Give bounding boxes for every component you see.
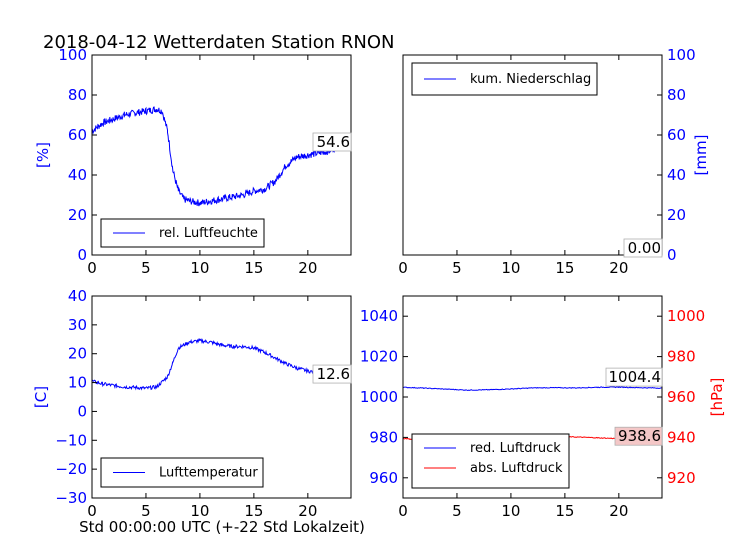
y-tick-label: 40 [68,166,87,184]
x-tick-label: 15 [244,259,263,277]
legend-label: abs. Luftdruck [470,461,563,476]
x-tick-label: 0 [398,502,408,520]
y-tick-label: 1000 [360,388,398,406]
figure-xlabel: Std 00:00:00 UTC (+-22 Std Lokalzeit) [79,518,365,536]
y-tick-label: 940 [667,428,696,446]
last-value-label: 0.00 [628,239,661,257]
x-tick-label: 10 [501,502,520,520]
last-value-label: 12.6 [317,365,350,383]
y-axis-label: [C] [32,386,50,408]
legend-label: kum. Niederschlag [470,72,591,87]
last-value-box [605,367,663,387]
series-line-humidity [91,106,352,207]
y-tick-label: 980 [369,428,398,446]
y-tick-label: 20 [68,345,87,363]
y-tick-label: 1000 [667,307,705,325]
x-tick-label: 20 [609,502,628,520]
y-axis-label: [%] [34,142,52,168]
last-value-label: 938.6 [618,427,661,445]
panel-precipitation: 0 5 10 15 20 0 20 40 60 80 100 [mm] 0.00 kum. Nieders… [398,46,710,277]
y-tick-label: 100 [58,46,87,64]
axes-frame [91,295,352,499]
panel-temperature: 0 5 10 15 20 −30 −20 −10 0 10 20 30 40 [C] 12.6 Lufttem… [32,287,352,520]
y-tick-label: 0 [77,402,87,420]
x-tick-label: 20 [298,502,317,520]
y-tick-label: 60 [667,126,686,144]
y-tick-label: 980 [667,348,696,366]
last-value-label: 1004.4 [609,368,662,386]
series-line-temperature [91,337,352,391]
y-tick-label: −20 [55,460,87,478]
y-tick-label: 0 [77,246,87,264]
y-tick-label: 1020 [360,348,398,366]
y-tick-label: 40 [68,287,87,305]
x-tick-label: 15 [555,259,574,277]
panel-pressure: 0 5 10 15 20 960 980 1000 1020 1040 920 940 960 980 10… [360,295,726,520]
y-tick-label: −30 [55,489,87,507]
y-tick-label: 80 [667,86,686,104]
x-tick-label: 0 [87,259,97,277]
legend-label: red. Luftdruck [470,441,561,456]
y-tick-label: 960 [369,469,398,487]
last-value-box [312,132,352,152]
legend-label: rel. Luftfeuchte [159,226,258,241]
x-tick-label: 0 [87,502,97,520]
x-tick-label: 5 [141,502,151,520]
legend-box [411,433,570,489]
x-tick-label: 15 [555,502,574,520]
panel-humidity: 0 5 10 15 20 0 20 40 60 80 100 [%] 54.6 rel. Luftfeuc… [34,46,352,277]
y-tick-label: −10 [55,431,87,449]
y-axis-label: [hPa] [708,378,726,417]
x-tick-label: 0 [398,259,408,277]
x-tick-label: 20 [609,259,628,277]
y-tick-label: 10 [68,374,87,392]
y-tick-label: 100 [667,46,696,64]
y-tick-label: 1040 [360,307,398,325]
figure-title: 2018-04-12 Wetterdaten Station RNON [43,32,394,53]
x-tick-label: 5 [452,502,462,520]
x-tick-label: 10 [190,259,209,277]
x-tick-label: 5 [452,259,462,277]
y-tick-label: 40 [667,166,686,184]
y-tick-label: 20 [667,206,686,224]
series-line-red-pressure [402,386,663,392]
y-axis-label: [mm] [692,135,710,176]
axes-frame [402,54,663,256]
y-tick-label: 80 [68,86,87,104]
y-tick-label: 920 [667,469,696,487]
last-value-box [312,364,352,384]
y-tick-label: 960 [667,388,696,406]
x-tick-label: 10 [501,259,520,277]
x-tick-label: 10 [190,502,209,520]
last-value-box [623,238,663,258]
x-tick-label: 15 [244,502,263,520]
x-tick-label: 5 [141,259,151,277]
last-value-box [614,426,663,446]
y-tick-label: 20 [68,206,87,224]
y-tick-label: 60 [68,126,87,144]
last-value-label: 54.6 [317,133,350,151]
axes-frame [91,54,352,256]
legend-label: Lufttemperatur [159,466,258,481]
x-tick-label: 20 [298,259,317,277]
y-tick-label: 0 [667,246,677,264]
y-tick-label: 30 [68,316,87,334]
